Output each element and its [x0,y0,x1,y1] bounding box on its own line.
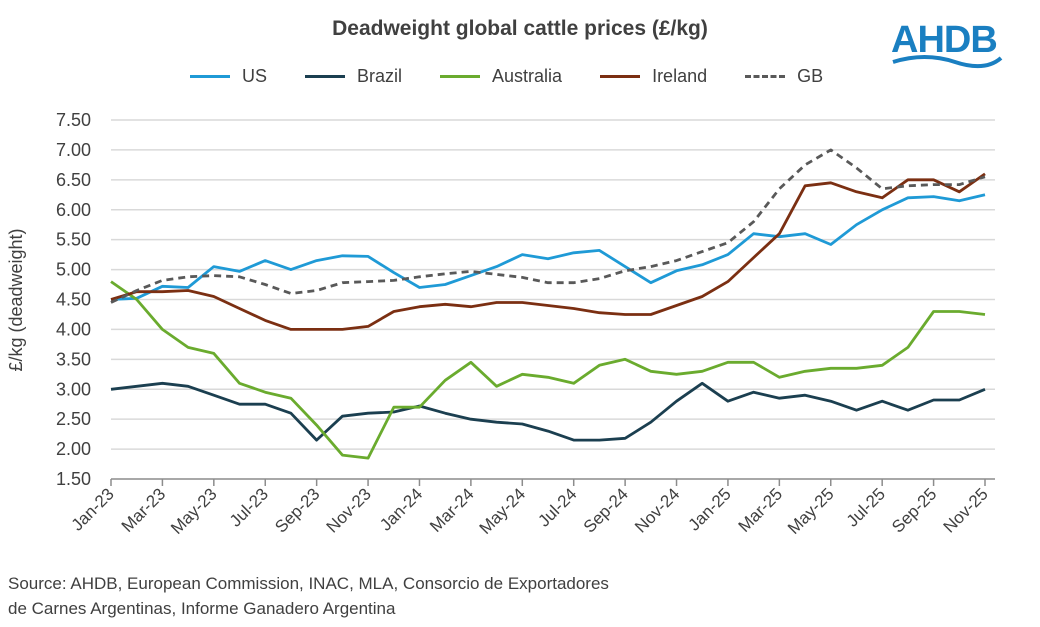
x-tick-label: Jan-24 [376,484,426,534]
y-tick-label: 2.50 [56,409,91,429]
x-tick-label: Mar-23 [118,484,170,536]
series-line-australia [110,280,986,460]
legend-item: US [190,66,267,87]
chart-title: Deadweight global cattle prices (£/kg) [332,17,708,40]
x-tick-label: Sep-23 [271,484,323,536]
y-tick-label: 2.00 [56,439,91,459]
x-tick-label: Jul-23 [226,484,272,530]
y-tick-label: 3.00 [56,379,91,399]
y-tick-label: 1.50 [56,469,91,489]
x-tick-label: May-24 [476,484,530,538]
legend: US Brazil Australia Ireland GB [190,66,861,87]
logo-wave-icon [892,55,1003,69]
y-tick-label: 5.00 [56,260,91,280]
x-tick-label: Nov-23 [323,484,375,536]
logo-text: AHDB [891,19,997,61]
x-tick-label: May-25 [784,484,838,538]
legend-item: Ireland [600,66,707,87]
y-tick-label: 4.50 [56,290,91,310]
y-tick-label: 3.50 [56,349,91,369]
legend-item: GB [745,66,823,87]
x-tick-label: Sep-24 [580,484,632,536]
y-tick-label: 6.50 [56,170,91,190]
y-tick-label: 6.00 [56,200,91,220]
series-line-ireland [110,172,986,331]
legend-swatch [190,75,230,78]
x-tick-label: Mar-24 [426,484,478,536]
x-tick-label: Nov-25 [940,484,992,536]
x-tick-label: Sep-25 [888,484,940,536]
y-tick-label: 4.00 [56,319,91,339]
source-line: Source: AHDB, European Commission, INAC,… [8,574,609,593]
x-tick-label: Jan-23 [68,484,118,534]
x-tick-label: Mar-25 [735,484,787,536]
y-tick-label: 5.50 [56,230,91,250]
legend-swatch [440,75,481,78]
ahdb-logo: AHDB [885,12,1005,77]
legend-swatch [745,75,786,78]
source-note: Source: AHDB, European Commission, INAC,… [8,571,609,621]
legend-swatch [600,75,641,78]
source-line: de Carnes Argentinas, Informe Ganadero A… [8,599,396,618]
legend-swatch [305,75,346,78]
legend-label: US [242,66,268,86]
x-tick-label: Jul-24 [534,484,580,530]
legend-item: Brazil [305,66,402,87]
legend-item: Australia [440,66,562,87]
x-tick-label: Jul-25 [843,484,889,530]
series-line-gb [110,148,986,304]
x-tick-label: May-23 [167,484,221,538]
x-tick-label: Nov-24 [631,484,683,536]
x-tick-label: Jan-25 [685,484,735,534]
legend-label: Brazil [357,66,403,86]
legend-label: Ireland [652,66,708,86]
y-tick-label: 7.00 [56,140,91,160]
legend-label: GB [797,66,824,86]
y-tick-label: 7.50 [56,110,91,130]
legend-label: Australia [492,66,563,86]
series-line-us [110,193,986,301]
series-line-brazil [110,381,986,442]
